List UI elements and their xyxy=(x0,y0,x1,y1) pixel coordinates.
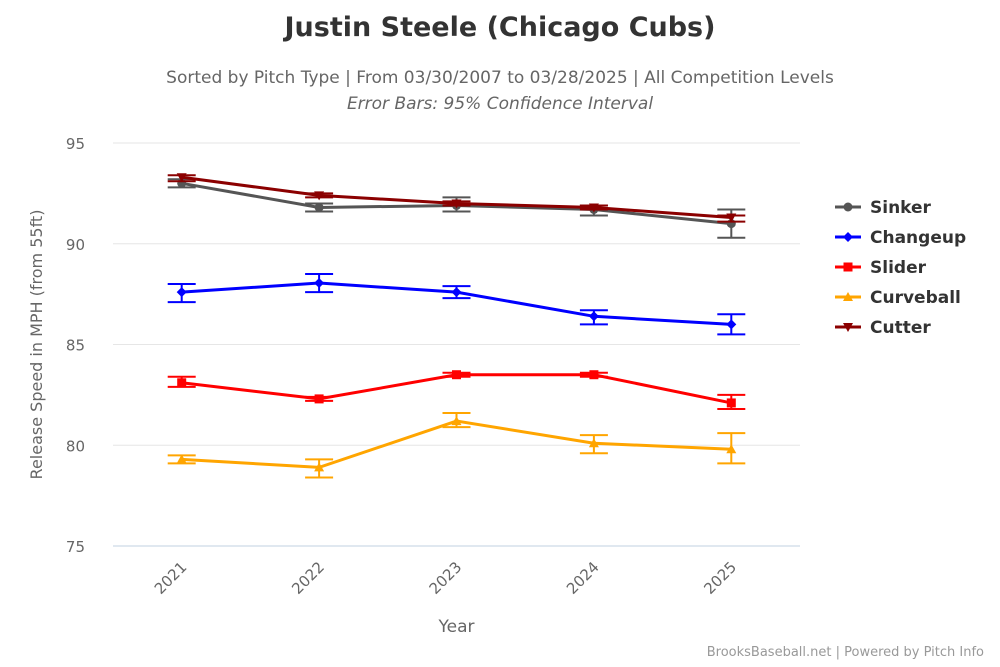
legend-label: Slider xyxy=(870,258,927,278)
data-point xyxy=(176,454,187,464)
data-point xyxy=(726,319,737,330)
x-tick-label: 2021 xyxy=(151,558,191,598)
legend-marker xyxy=(843,232,853,242)
legend-item[interactable]: Cutter xyxy=(835,318,931,338)
legend-marker xyxy=(843,262,853,272)
data-point xyxy=(314,462,325,472)
legend-marker xyxy=(843,202,853,212)
legend-label: Sinker xyxy=(870,198,932,218)
x-tick-label: 2025 xyxy=(700,558,740,598)
data-point xyxy=(452,370,461,380)
data-point xyxy=(451,199,462,209)
series-cutter xyxy=(167,173,746,223)
y-tick-label: 95 xyxy=(66,135,85,153)
data-point xyxy=(451,416,462,426)
data-point xyxy=(588,311,599,322)
data-point xyxy=(177,378,187,388)
data-point xyxy=(314,202,324,212)
data-point xyxy=(726,444,737,454)
data-point xyxy=(176,173,187,183)
data-point xyxy=(726,398,736,408)
data-point xyxy=(314,394,324,404)
legend-label: Cutter xyxy=(870,318,931,338)
data-point xyxy=(588,203,599,213)
legend-item[interactable]: Sinker xyxy=(835,198,932,218)
x-axis-title: Year xyxy=(438,617,475,637)
y-tick-label: 85 xyxy=(66,337,85,355)
y-tick-label: 90 xyxy=(66,236,85,254)
data-point xyxy=(314,191,325,201)
x-tick-label: 2023 xyxy=(426,558,466,598)
legend-label: Curveball xyxy=(870,288,961,308)
series-changeup xyxy=(167,272,746,336)
y-tick-label: 80 xyxy=(66,437,85,455)
y-axis-title: Release Speed in MPH (from 55ft) xyxy=(27,210,46,480)
data-point xyxy=(726,213,737,223)
legend-item[interactable]: Curveball xyxy=(835,288,961,308)
data-point xyxy=(589,370,599,380)
legend-marker xyxy=(843,323,853,332)
legend-item[interactable]: Slider xyxy=(835,258,927,278)
chart-title: Justin Steele (Chicago Cubs) xyxy=(284,12,716,43)
x-tick-label: 2022 xyxy=(288,558,328,598)
data-point xyxy=(588,438,599,448)
x-tick-label: 2024 xyxy=(563,558,603,598)
series-slider xyxy=(167,370,746,410)
legend-marker xyxy=(843,292,853,301)
data-point xyxy=(451,287,462,298)
credit-link[interactable]: BrooksBaseball.net | Powered by Pitch In… xyxy=(706,645,984,660)
data-point xyxy=(314,278,325,289)
chart-subtitle: Sorted by Pitch Type | From 03/30/2007 t… xyxy=(166,68,834,88)
legend-item[interactable]: Changeup xyxy=(835,228,966,248)
series-curveball xyxy=(167,412,746,479)
data-point xyxy=(176,287,187,298)
legend-label: Changeup xyxy=(870,228,966,248)
y-tick-label: 75 xyxy=(66,538,85,556)
chart-subtitle-2: Error Bars: 95% Confidence Interval xyxy=(346,94,654,114)
